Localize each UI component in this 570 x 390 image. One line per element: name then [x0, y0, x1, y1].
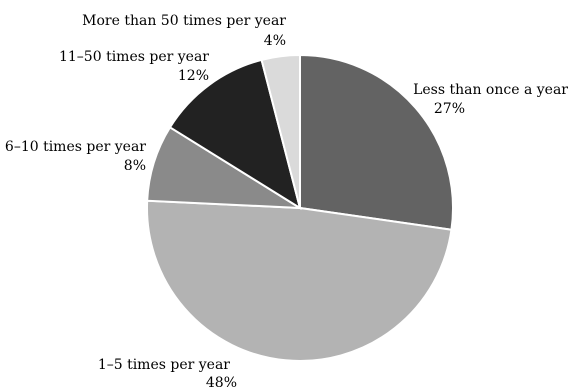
slice-value-more-than-50-times-per-year: 4%: [264, 33, 286, 49]
pie-slice-more-than-50-times-per-year: [260, 53, 301, 209]
pie-slice-11-50-times-per-year: [168, 58, 302, 211]
slice-labels: Less than once a year 27% 1–5 times per …: [5, 13, 568, 390]
pie-slice-less-than-once-a-year: [299, 53, 454, 231]
slice-label-11-50-times-per-year: 11–50 times per year: [59, 49, 209, 65]
slice-label-6-10-times-per-year: 6–10 times per year: [5, 139, 146, 155]
slice-value-6-10-times-per-year: 8%: [124, 158, 146, 174]
slice-value-1-5-times-per-year: 48%: [206, 375, 237, 390]
pie-slice-1-5-times-per-year: [146, 199, 453, 362]
slice-label-more-than-50-times-per-year: More than 50 times per year: [82, 13, 286, 29]
slice-label-less-than-once-a-year: Less than once a year: [413, 82, 568, 98]
slice-value-less-than-once-a-year: 27%: [434, 101, 465, 117]
slice-value-11-50-times-per-year: 12%: [178, 68, 209, 84]
pie-slices: [146, 53, 454, 362]
slice-label-1-5-times-per-year: 1–5 times per year: [98, 357, 230, 373]
